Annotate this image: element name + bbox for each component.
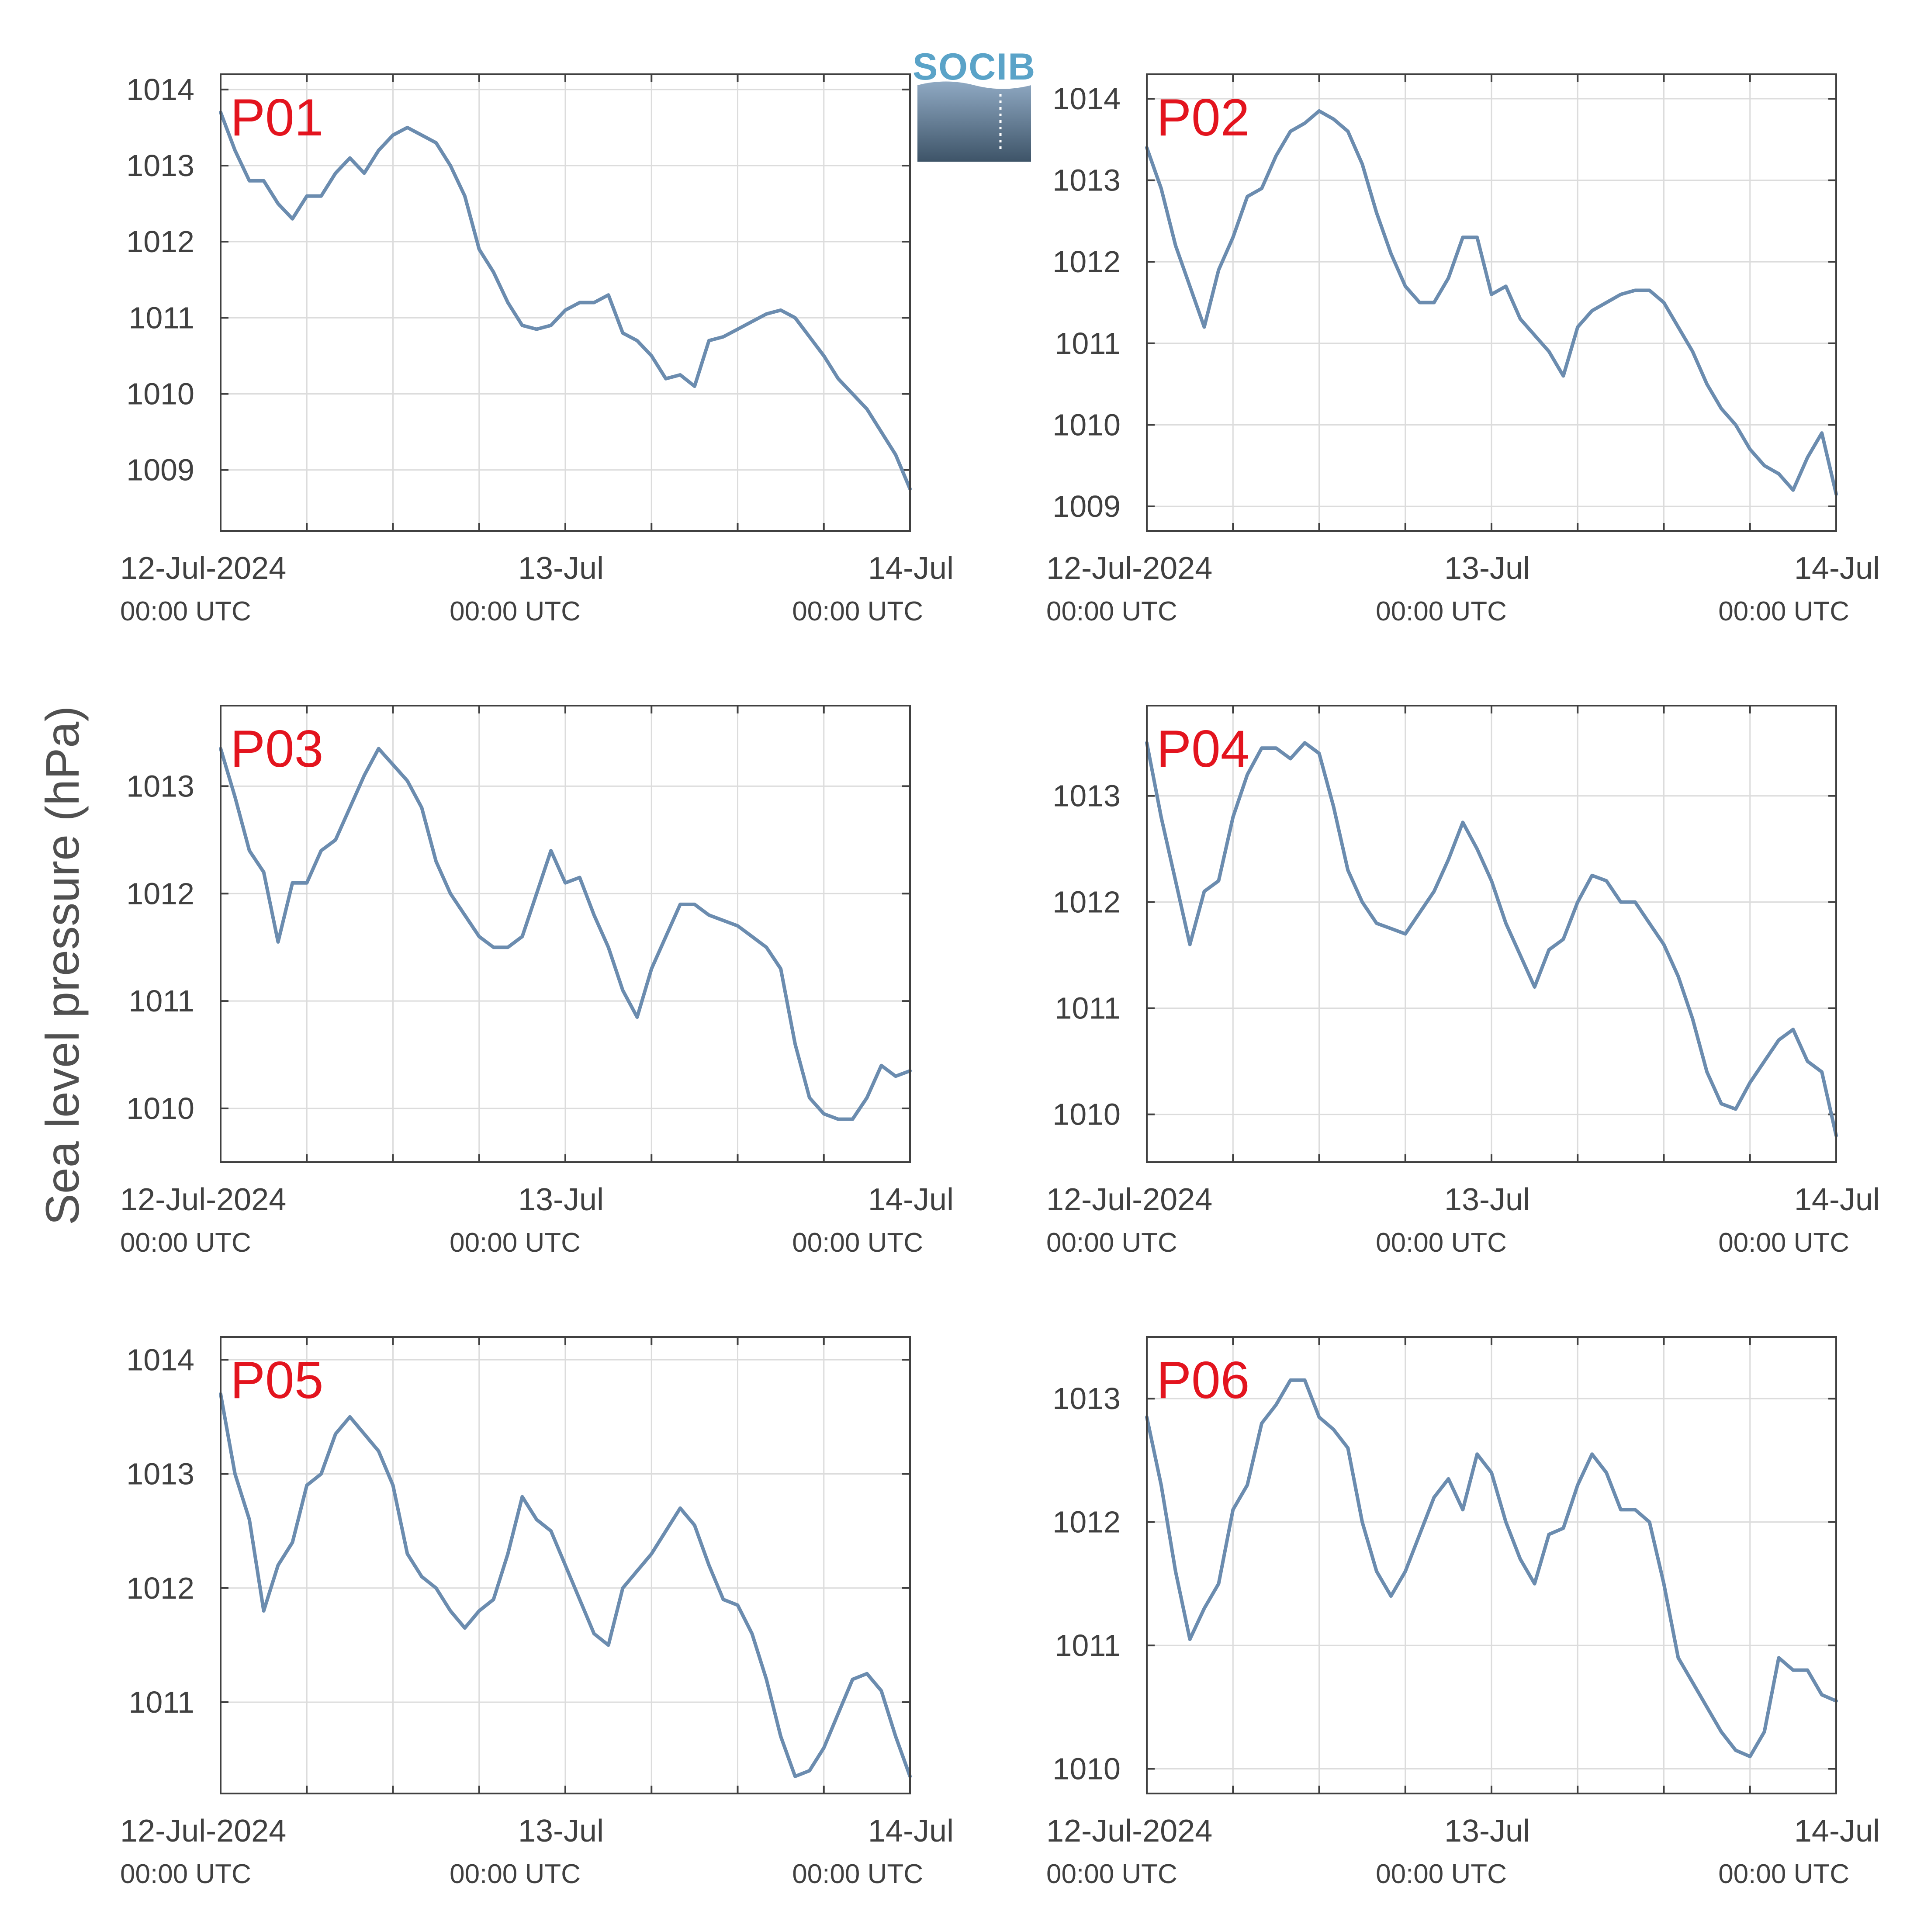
x-tick-label-time: 00:00 UTC (450, 596, 581, 627)
panel-label: P03 (230, 720, 324, 778)
y-tick-label: 1013 (1052, 163, 1121, 197)
y-tick-label: 1012 (1052, 245, 1121, 279)
socib-logo-text: SOCIB (913, 46, 1036, 88)
y-tick-label: 1011 (128, 1685, 194, 1719)
series-line (219, 1392, 912, 1778)
panel-label: P02 (1156, 88, 1250, 147)
x-tick-label-date: 12-Jul-2024 (120, 1814, 286, 1849)
x-tick-label-time: 00:00 UTC (1376, 1228, 1507, 1258)
y-tick-label: 1011 (1055, 1628, 1121, 1662)
y-tick-label: 1013 (1052, 1381, 1121, 1416)
series-line (1145, 741, 1838, 1138)
y-tick-label: 1013 (126, 1457, 194, 1491)
x-tick-label-time: 00:00 UTC (792, 1859, 923, 1889)
y-tick-label: 1014 (1052, 82, 1121, 116)
plot-frame (1146, 705, 1837, 1163)
series-line (219, 111, 912, 491)
x-tick-label-date: 14-Jul (868, 1814, 954, 1849)
socib-logo-wave (917, 81, 1031, 162)
y-tick-label: 1014 (126, 1343, 194, 1377)
y-axis-label: Sea level pressure (hPa) (36, 706, 89, 1226)
x-tick-label-time: 00:00 UTC (450, 1859, 581, 1889)
plot-frame (220, 73, 911, 532)
x-tick-label-date: 13-Jul (518, 1814, 604, 1849)
x-tick-label-time: 00:00 UTC (1046, 596, 1177, 627)
x-tick-label-time: 00:00 UTC (120, 596, 251, 627)
y-tick-label: 1011 (1055, 326, 1121, 360)
y-tick-label: 1011 (128, 984, 194, 1018)
x-tick-label-date: 12-Jul-2024 (120, 551, 286, 586)
x-tick-label-time: 00:00 UTC (1718, 596, 1849, 627)
y-tick-label: 1012 (1052, 885, 1121, 919)
chart-panel-p01: 1009 1010 1011 1012 1013 1014 P01 12-Jul-2024 00… (120, 73, 954, 627)
x-tick-label-date: 12-Jul-2024 (1046, 551, 1212, 586)
y-tick-label: 1010 (1052, 408, 1121, 442)
y-tick-label: 1010 (1052, 1098, 1121, 1132)
panel-label: P04 (1156, 720, 1250, 778)
x-tick-label-time: 00:00 UTC (1376, 596, 1507, 627)
x-tick-label-date: 14-Jul (868, 551, 954, 586)
y-tick-label: 1011 (128, 301, 194, 335)
x-tick-label-time: 00:00 UTC (450, 1228, 581, 1258)
chart-panels: 1009 1010 1011 1012 1013 1014 P01 12-Jul-2024 00… (120, 73, 1880, 1889)
y-tick-label: 1012 (126, 225, 194, 259)
socib-logo: SOCIB (913, 46, 1036, 162)
plot-frame (1146, 73, 1837, 532)
plot-frame (1146, 1336, 1837, 1794)
chart-panel-p03: 1010 1011 1012 1013 P03 12-Jul-2024 00:00 UTC 1… (120, 705, 954, 1258)
x-tick-label-date: 12-Jul-2024 (120, 1182, 286, 1217)
chart-panel-p05: 1011 1012 1013 1014 P05 12-Jul-2024 00:00 UTC 1… (120, 1336, 954, 1889)
x-tick-label-date: 14-Jul (868, 1182, 954, 1217)
x-tick-label-date: 14-Jul (1794, 1182, 1880, 1217)
x-tick-label-date: 13-Jul (1444, 551, 1530, 586)
y-tick-label: 1013 (1052, 779, 1121, 813)
y-tick-label: 1014 (126, 73, 194, 107)
chart-panel-p02: 1009 1010 1011 1012 1013 1014 P02 12-Jul-2024 00… (1046, 73, 1880, 627)
panel-label: P01 (230, 88, 324, 147)
y-tick-label: 1010 (126, 1091, 194, 1125)
x-tick-label-time: 00:00 UTC (1046, 1228, 1177, 1258)
chart-panel-p06: 1010 1011 1012 1013 P06 12-Jul-2024 00:00 UTC 1… (1046, 1336, 1880, 1889)
x-tick-label-time: 00:00 UTC (1718, 1228, 1849, 1258)
series-line (1145, 1378, 1838, 1759)
y-tick-label: 1013 (126, 769, 194, 803)
x-tick-label-time: 00:00 UTC (792, 596, 923, 627)
x-tick-label-time: 00:00 UTC (792, 1228, 923, 1258)
x-tick-label-time: 00:00 UTC (1376, 1859, 1507, 1889)
y-tick-label: 1009 (126, 453, 194, 487)
y-tick-label: 1012 (126, 1571, 194, 1605)
y-tick-label: 1012 (1052, 1505, 1121, 1539)
x-tick-label-date: 13-Jul (518, 551, 604, 586)
y-tick-label: 1009 (1052, 489, 1121, 523)
x-tick-label-date: 13-Jul (518, 1182, 604, 1217)
x-tick-label-date: 13-Jul (1444, 1182, 1530, 1217)
x-tick-label-time: 00:00 UTC (120, 1859, 251, 1889)
chart-panel-p04: 1010 1011 1012 1013 P04 12-Jul-2024 00:00 UTC 1… (1046, 705, 1880, 1258)
series-line (219, 747, 912, 1121)
y-tick-label: 1010 (126, 377, 194, 411)
y-tick-label: 1013 (126, 149, 194, 183)
series-line (1145, 109, 1838, 496)
x-tick-label-date: 14-Jul (1794, 1814, 1880, 1849)
x-tick-label-date: 14-Jul (1794, 551, 1880, 586)
x-tick-label-time: 00:00 UTC (120, 1228, 251, 1258)
x-tick-label-date: 12-Jul-2024 (1046, 1182, 1212, 1217)
x-tick-label-time: 00:00 UTC (1718, 1859, 1849, 1889)
plot-frame (220, 1336, 911, 1794)
x-tick-label-date: 12-Jul-2024 (1046, 1814, 1212, 1849)
panel-label: P05 (230, 1351, 324, 1409)
y-tick-label: 1012 (126, 876, 194, 911)
plot-frame (220, 705, 911, 1163)
x-tick-label-date: 13-Jul (1444, 1814, 1530, 1849)
y-tick-label: 1011 (1055, 991, 1121, 1025)
x-tick-label-time: 00:00 UTC (1046, 1859, 1177, 1889)
panel-label: P06 (1156, 1351, 1250, 1409)
y-tick-label: 1010 (1052, 1752, 1121, 1786)
